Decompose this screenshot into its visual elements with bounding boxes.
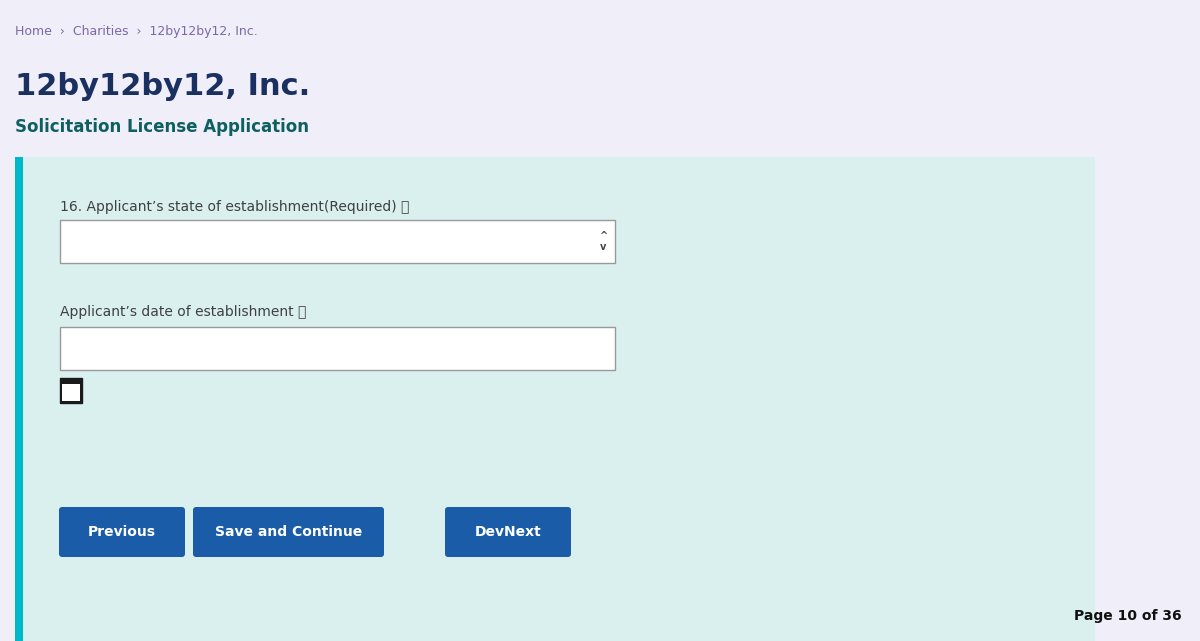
FancyBboxPatch shape — [445, 507, 571, 557]
Text: Home  ›  Charities  ›  12by12by12, Inc.: Home › Charities › 12by12by12, Inc. — [14, 25, 258, 38]
Text: Solicitation License Application: Solicitation License Application — [14, 118, 310, 136]
Text: v: v — [600, 242, 606, 251]
FancyBboxPatch shape — [59, 507, 185, 557]
FancyBboxPatch shape — [193, 507, 384, 557]
Bar — [60, 220, 616, 263]
Bar — [14, 157, 23, 641]
Text: ^: ^ — [599, 231, 607, 242]
Text: DevNext: DevNext — [475, 525, 541, 539]
Text: Applicant’s date of establishment ⓘ: Applicant’s date of establishment ⓘ — [60, 305, 306, 319]
Text: Previous: Previous — [88, 525, 156, 539]
Bar — [14, 157, 1096, 641]
Text: 12by12by12, Inc.: 12by12by12, Inc. — [14, 72, 311, 101]
Bar — [60, 378, 82, 383]
Text: Save and Continue: Save and Continue — [215, 525, 362, 539]
Text: 16. Applicant’s state of establishment(Required) ⓘ: 16. Applicant’s state of establishment(R… — [60, 200, 409, 214]
Bar — [60, 327, 616, 370]
Bar — [62, 384, 80, 401]
Text: Page 10 of 36: Page 10 of 36 — [1074, 609, 1182, 623]
Bar — [60, 378, 82, 403]
